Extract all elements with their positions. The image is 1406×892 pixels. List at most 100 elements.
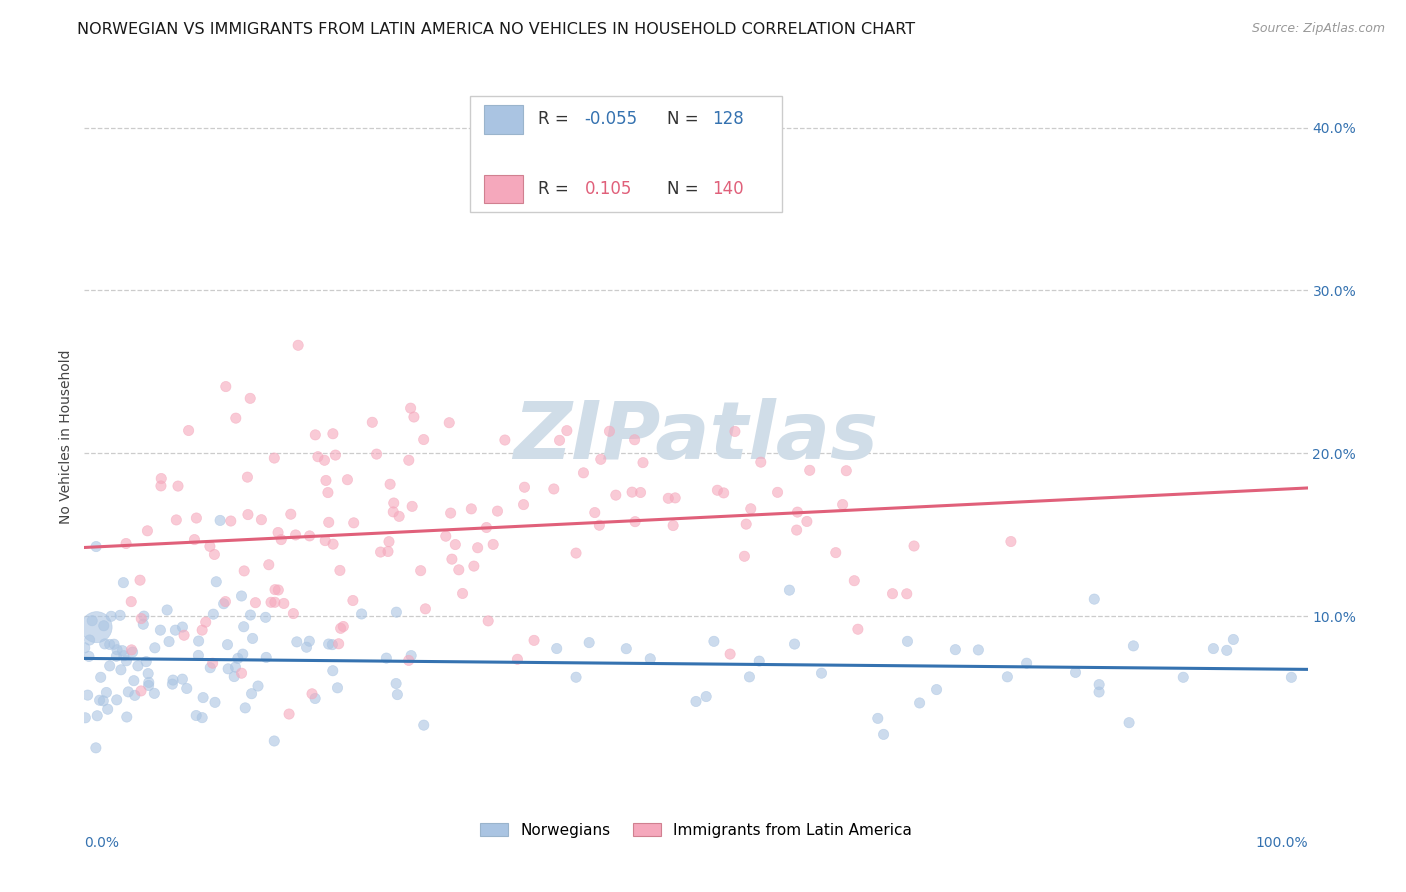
Point	[226, 651, 249, 665]
Point	[543, 482, 565, 496]
Text: 0.105: 0.105	[585, 180, 633, 198]
Point	[943, 642, 966, 657]
Point	[440, 506, 463, 520]
Bar	[484, 175, 523, 203]
Text: R =: R =	[538, 180, 574, 198]
Point	[409, 564, 432, 578]
Text: N =: N =	[666, 180, 703, 198]
Point	[129, 573, 152, 587]
Point	[799, 463, 821, 477]
Point	[94, 637, 117, 651]
Point	[401, 500, 423, 514]
Point	[412, 433, 434, 447]
Point	[138, 675, 160, 690]
Point	[350, 607, 373, 621]
Point	[588, 518, 610, 533]
Point	[162, 677, 184, 691]
Point	[387, 688, 409, 702]
Point	[135, 655, 157, 669]
Point	[301, 687, 323, 701]
Text: 100.0%: 100.0%	[1256, 836, 1308, 850]
Point	[136, 666, 159, 681]
Point	[565, 546, 588, 560]
Point	[242, 632, 264, 646]
Point	[398, 453, 420, 467]
Text: 0.0%: 0.0%	[84, 836, 120, 850]
Point	[614, 641, 637, 656]
Point	[412, 718, 434, 732]
Point	[240, 687, 263, 701]
Point	[287, 338, 309, 352]
Point	[284, 528, 307, 542]
Point	[191, 623, 214, 637]
Point	[565, 670, 588, 684]
Point	[298, 529, 321, 543]
Point	[336, 473, 359, 487]
Point	[209, 513, 232, 527]
Point	[214, 594, 236, 608]
Point	[713, 486, 735, 500]
Point	[304, 428, 326, 442]
Point	[136, 524, 159, 538]
Point	[703, 634, 725, 648]
Point	[748, 654, 770, 668]
Point	[382, 505, 405, 519]
Point	[322, 664, 344, 678]
Point	[233, 564, 256, 578]
Point	[224, 669, 246, 683]
Point	[200, 661, 222, 675]
Point	[217, 662, 239, 676]
Point	[1202, 641, 1225, 656]
Point	[273, 597, 295, 611]
Point	[112, 575, 135, 590]
Point	[322, 426, 344, 441]
Point	[108, 608, 131, 623]
Point	[167, 479, 190, 493]
Point	[233, 701, 256, 715]
Point	[749, 455, 772, 469]
Point	[257, 558, 280, 572]
Point	[866, 711, 889, 725]
Point	[444, 537, 467, 551]
Point	[872, 727, 894, 741]
Point	[91, 694, 114, 708]
Point	[482, 537, 505, 551]
Point	[325, 448, 347, 462]
Point	[460, 502, 482, 516]
Text: Source: ZipAtlas.com: Source: ZipAtlas.com	[1251, 22, 1385, 36]
Point	[778, 583, 800, 598]
Point	[187, 634, 209, 648]
Point	[231, 589, 253, 603]
Point	[215, 379, 238, 393]
Point	[475, 520, 498, 534]
Point	[264, 595, 287, 609]
Point	[165, 513, 187, 527]
Point	[724, 425, 747, 439]
Point	[191, 711, 214, 725]
Point	[186, 708, 208, 723]
Point	[176, 681, 198, 696]
Point	[796, 515, 818, 529]
Point	[1064, 665, 1087, 680]
Point	[105, 642, 128, 657]
Point	[254, 610, 277, 624]
Point	[506, 652, 529, 666]
Point	[440, 552, 463, 566]
Point	[245, 596, 267, 610]
Point	[90, 670, 112, 684]
Point	[263, 734, 285, 748]
Point	[198, 540, 221, 554]
Point	[127, 659, 149, 673]
Point	[314, 533, 336, 548]
Point	[630, 485, 652, 500]
Point	[1173, 670, 1195, 684]
Point	[129, 611, 152, 625]
Point	[79, 632, 101, 647]
Point	[84, 540, 107, 554]
Point	[572, 466, 595, 480]
Point	[548, 434, 571, 448]
Point	[463, 559, 485, 574]
Point	[224, 660, 246, 674]
Point	[194, 615, 217, 629]
Point	[75, 711, 97, 725]
